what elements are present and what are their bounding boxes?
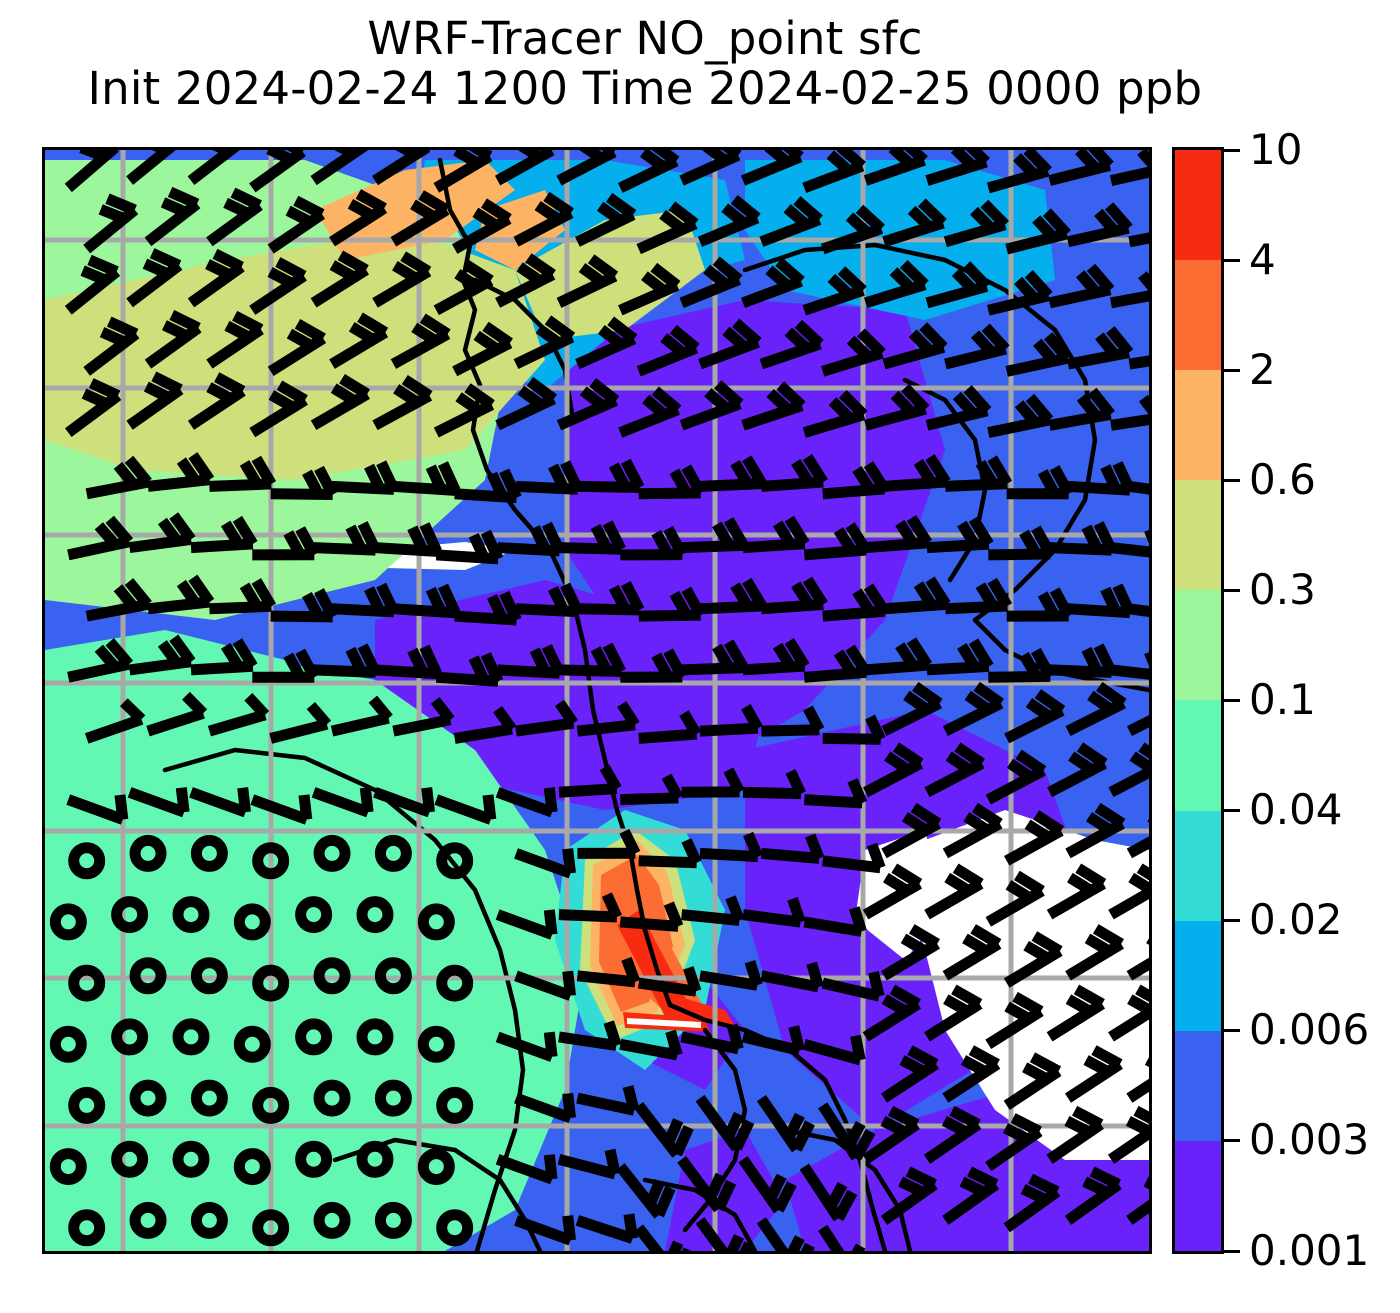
colorbar-tick-label: 0.006 [1249,1005,1370,1055]
calm-wind-circle [49,903,87,941]
figure-title: WRF-Tracer NO_point sfc Init 2024-02-24 … [0,14,1290,113]
colorbar-tick-label: 0.003 [1249,1115,1370,1165]
calm-wind-circle [129,957,167,995]
calm-wind-circle [233,1148,271,1186]
calm-wind-circle [374,957,412,995]
calm-wind-circle [233,903,271,941]
colorbar-band-0p006-0p02 [1175,920,1221,1031]
colorbar-tick-label: 4 [1249,234,1276,284]
colorbar-band-0p04-0p1 [1175,700,1221,811]
colorbar [1172,147,1224,1254]
colorbar-tick-labels: 10 4 2 0.6 0.3 0.1 0.04 0.02 0.006 0.003 0.001 [1224,125,1400,1275]
calm-wind-circle [68,1209,106,1247]
colorbar-band-0p001-0p003 [1175,1140,1221,1251]
calm-wind-circle [295,1140,333,1178]
calm-wind-circle [295,1018,333,1056]
map-plot-area [42,147,1152,1254]
calm-wind-circle [129,1201,167,1239]
calm-wind-circle [68,842,106,880]
calm-wind-circle [68,1086,106,1124]
colorbar-tick-label: 0.04 [1249,785,1343,835]
colorbar-tick-mark [1224,809,1240,813]
calm-wind-circle [436,842,474,880]
title-line-1: WRF-Tracer NO_point sfc [367,12,923,65]
calm-wind-circle [111,1140,149,1178]
calm-wind-circle [111,896,149,934]
colorbar-band-4-10 [1175,150,1221,261]
calm-wind-circle [252,842,290,880]
calm-wind-circle [129,834,167,872]
calm-wind-circle [313,957,351,995]
calm-wind-circle [252,1209,290,1247]
calm-wind-circle [129,1079,167,1117]
colorbar-tick-label: 0.6 [1249,454,1316,504]
calm-wind-circle [436,1209,474,1247]
colorbar-tick-mark [1224,1139,1240,1143]
calm-wind-circle [374,834,412,872]
colorbar-band-0p3-0p6 [1175,480,1221,591]
colorbar-tick-label: 0.3 [1249,564,1316,614]
colorbar-tick-mark [1224,699,1240,702]
colorbar-band-0p6-2 [1175,370,1221,481]
calm-wind-circle [190,834,228,872]
map-canvas [45,150,1149,1251]
calm-wind-circle [172,1140,210,1178]
colorbar-band-0p003-0p006 [1175,1030,1221,1141]
calm-wind-circle [417,903,455,941]
calm-wind-circle [417,1025,455,1063]
colorbar-tick-mark [1224,588,1240,592]
colorbar-tick-mark [1224,148,1240,152]
colorbar-band-0p1-0p3 [1175,590,1221,701]
calm-wind-circle [417,1148,455,1186]
title-line-2: Init 2024-02-24 1200 Time 2024-02-25 000… [87,61,1203,115]
calm-wind-circle [356,896,394,934]
calm-wind-circle [190,1201,228,1239]
calm-wind-circle [356,1018,394,1056]
colorbar-tick-mark [1224,1029,1240,1033]
colorbar-tick-label: 2 [1249,344,1276,394]
calm-wind-circle [436,1086,474,1124]
calm-wind-circle [313,1079,351,1117]
colorbar-tick-mark [1224,478,1240,482]
calm-wind-circle [252,964,290,1002]
calm-wind-circle [252,1086,290,1124]
calm-wind-circle [313,1201,351,1239]
calm-wind-circle [49,1025,87,1063]
calm-wind-circle [374,1079,412,1117]
colorbar-tick-label: 0.1 [1249,675,1316,724]
colorbar-tick-label: 0.02 [1249,895,1343,945]
colorbar-tick-mark [1224,258,1240,262]
colorbar-tick-mark [1224,919,1240,923]
calm-wind-circle [313,834,351,872]
colorbar-tick-label: 0.001 [1249,1225,1370,1275]
colorbar-band-0p02-0p04 [1175,810,1221,921]
calm-wind-circle [111,1018,149,1056]
calm-wind-circle [68,964,106,1002]
calm-wind-circle [436,964,474,1002]
calm-wind-circle [374,1201,412,1239]
calm-wind-circle [190,1079,228,1117]
colorbar-band-2-4 [1175,260,1221,371]
colorbar-tick-label: 10 [1249,124,1303,174]
calm-wind-circle [295,896,333,934]
colorbar-tick-mark [1224,1249,1240,1253]
calm-wind-circle [172,1018,210,1056]
calm-wind-circle [190,957,228,995]
calm-wind-circle [49,1148,87,1186]
colorbar-tick-mark [1224,368,1240,372]
wind-barb-layer [51,150,1149,1251]
calm-wind-circle [172,896,210,934]
calm-wind-circle [356,1140,394,1178]
calm-wind-circle [233,1025,271,1063]
